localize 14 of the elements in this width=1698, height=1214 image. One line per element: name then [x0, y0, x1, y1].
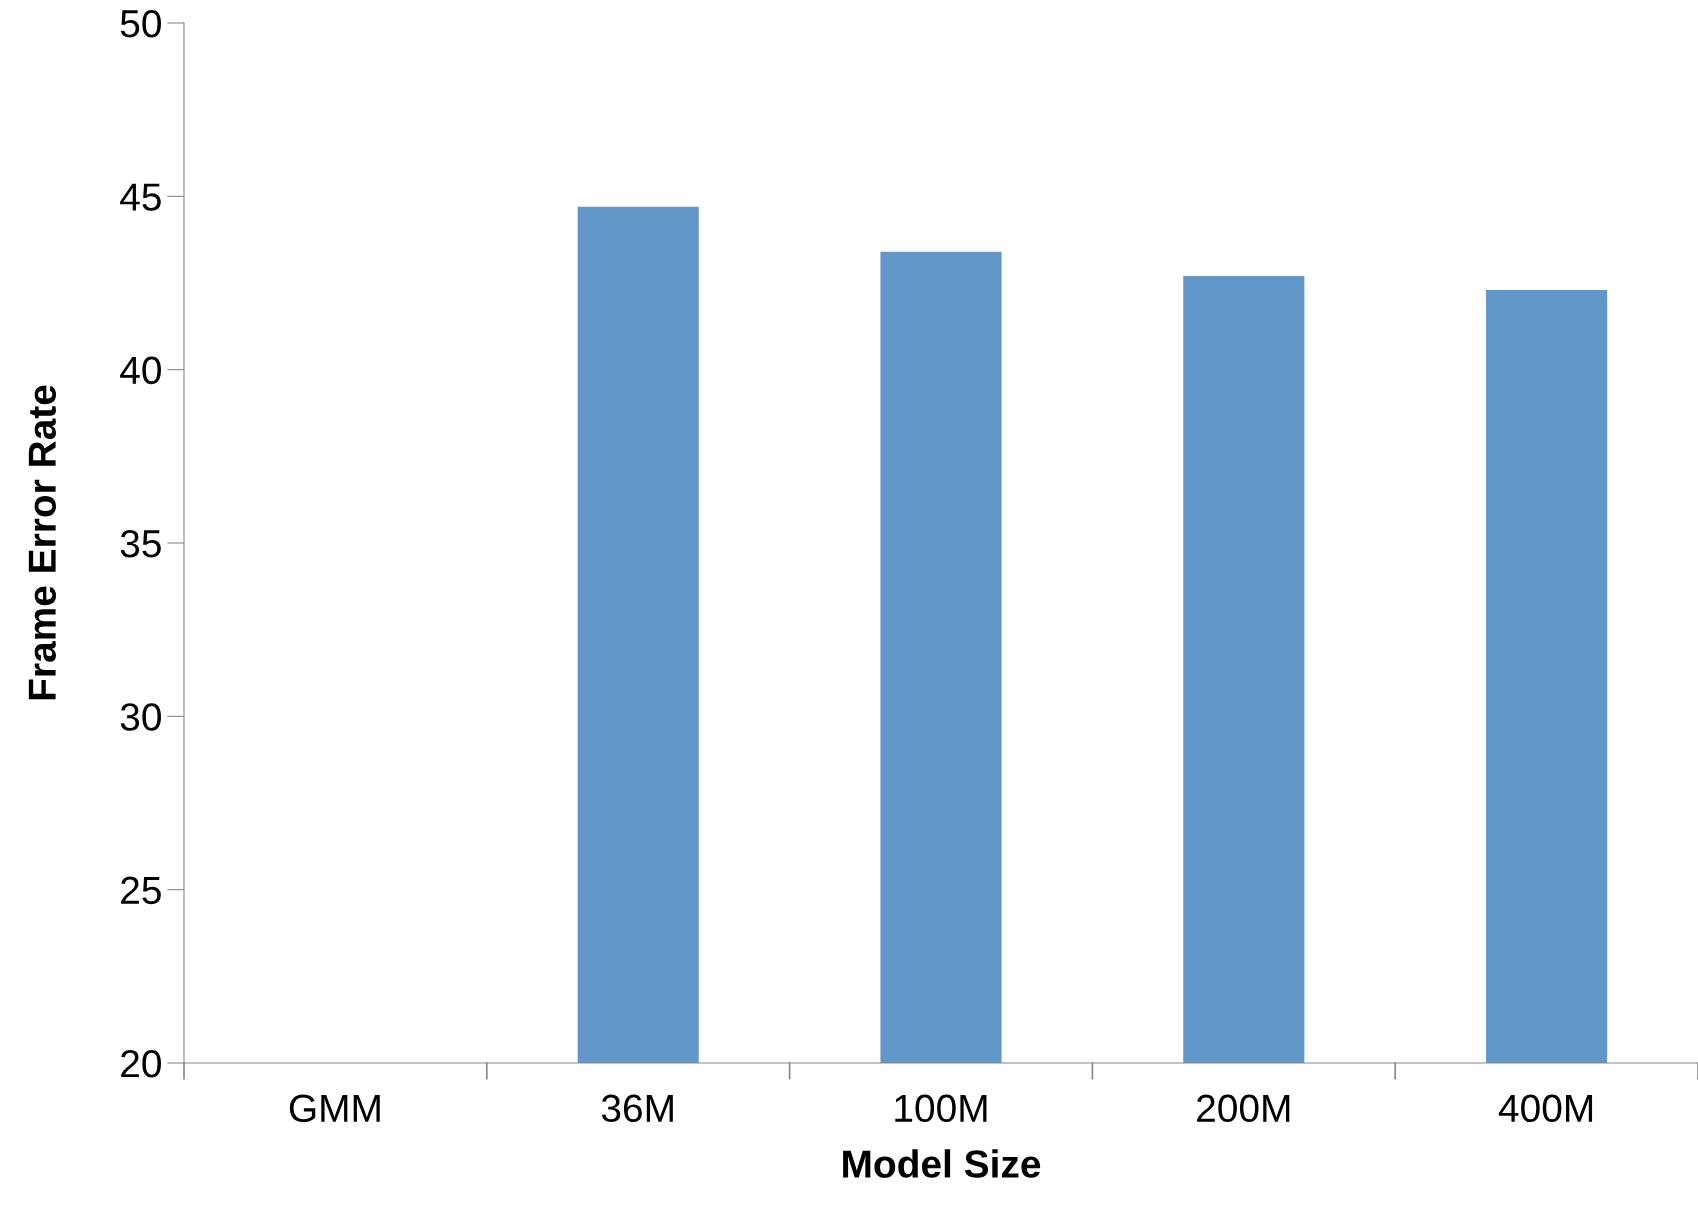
y-tick-label: 40	[120, 356, 161, 385]
y-tick-label: 25	[121, 876, 161, 905]
y-tick-label: 20	[121, 1049, 161, 1078]
x-tick-label: 100M	[895, 1094, 987, 1123]
y-tick-label: 45	[120, 183, 161, 211]
x-axis-title: Model Size	[843, 1149, 1041, 1178]
x-tick-label: 200M	[1197, 1094, 1290, 1123]
x-tick-label: 400M	[1498, 1094, 1593, 1123]
y-axis-title: Frame Error Rate	[28, 385, 56, 700]
x-tick-label: GMM	[289, 1094, 380, 1123]
y-tick-label: 50	[120, 9, 161, 38]
x-tick-label: 36M	[601, 1094, 673, 1123]
y-tick-label: 30	[120, 703, 161, 731]
y-tick-label: 35	[120, 529, 161, 558]
